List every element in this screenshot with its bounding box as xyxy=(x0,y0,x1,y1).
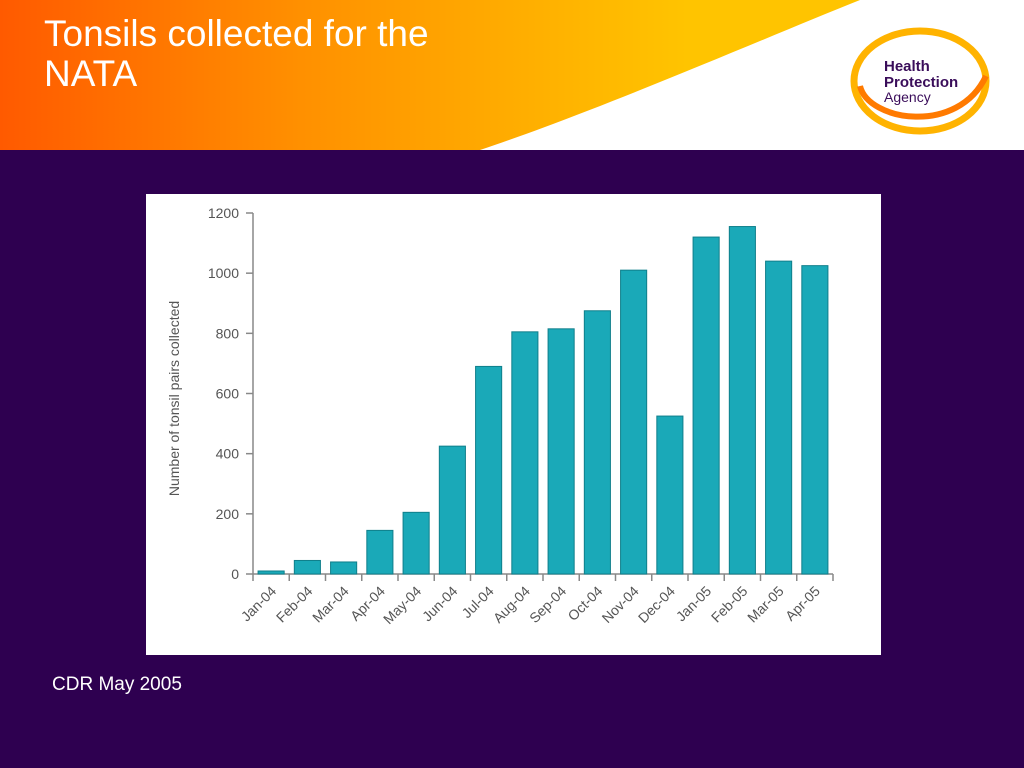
slide-title: Tonsils collected for the NATA xyxy=(44,13,429,94)
bar-jan-05 xyxy=(692,236,720,575)
bar-jun-04 xyxy=(438,445,466,575)
bar-jan-04 xyxy=(257,570,285,575)
chart-panel: 0 200 400 600 800 1000 1200 Number of tonsil pa… xyxy=(146,194,881,655)
logo-text-health: Health xyxy=(884,58,930,75)
x-tick-label: Mar-04 xyxy=(309,583,352,626)
x-tick-label: Jun-04 xyxy=(419,583,461,625)
bar-feb-05 xyxy=(728,226,756,575)
bar-apr-04 xyxy=(366,529,394,575)
y-tick-label: 200 xyxy=(216,506,240,522)
y-tick-label: 600 xyxy=(216,386,240,402)
bar-aug-04 xyxy=(511,331,539,575)
bar-mar-05 xyxy=(765,260,793,575)
x-tick-label: Feb-05 xyxy=(708,583,751,626)
bar-may-04 xyxy=(402,511,430,575)
x-tick-label: May-04 xyxy=(380,583,424,627)
x-tick-label: Dec-04 xyxy=(635,583,678,626)
bar-nov-04 xyxy=(620,269,648,575)
x-tick-label: Apr-05 xyxy=(782,583,823,624)
footer-note: CDR May 2005 xyxy=(52,674,182,695)
logo-text-agency: Agency xyxy=(884,89,931,105)
y-tick-label: 0 xyxy=(231,566,239,582)
x-tick-label: Oct-04 xyxy=(564,583,605,624)
y-tick-label: 1000 xyxy=(208,265,239,281)
bar-oct-04 xyxy=(583,310,611,575)
x-tick-label: Sep-04 xyxy=(526,583,569,626)
bar-dec-04 xyxy=(656,415,684,575)
x-tick-label: Nov-04 xyxy=(599,583,642,626)
x-tick-label: Aug-04 xyxy=(490,583,533,626)
bar-feb-04 xyxy=(293,559,321,575)
health-protection-agency-logo: Health Protection Agency xyxy=(850,27,990,135)
y-axis-title: Number of tonsil pairs collected xyxy=(166,301,182,496)
bar-apr-05 xyxy=(801,265,829,575)
x-tick-label: Feb-04 xyxy=(273,583,316,626)
bar-mar-04 xyxy=(330,561,358,575)
bar-chart: 0 200 400 600 800 1000 1200 Number of tonsil pa… xyxy=(166,205,834,627)
bar-jul-04 xyxy=(475,365,503,575)
bar-sep-04 xyxy=(547,328,575,575)
x-tick-label: Mar-05 xyxy=(744,583,787,626)
y-tick-label: 1200 xyxy=(208,205,239,221)
y-tick-label: 800 xyxy=(216,325,240,341)
x-tick-label: Jan-04 xyxy=(238,583,280,625)
y-tick-label: 400 xyxy=(216,446,240,462)
x-tick-label: Jan-05 xyxy=(673,583,715,625)
logo-text-protection: Protection xyxy=(884,74,958,91)
